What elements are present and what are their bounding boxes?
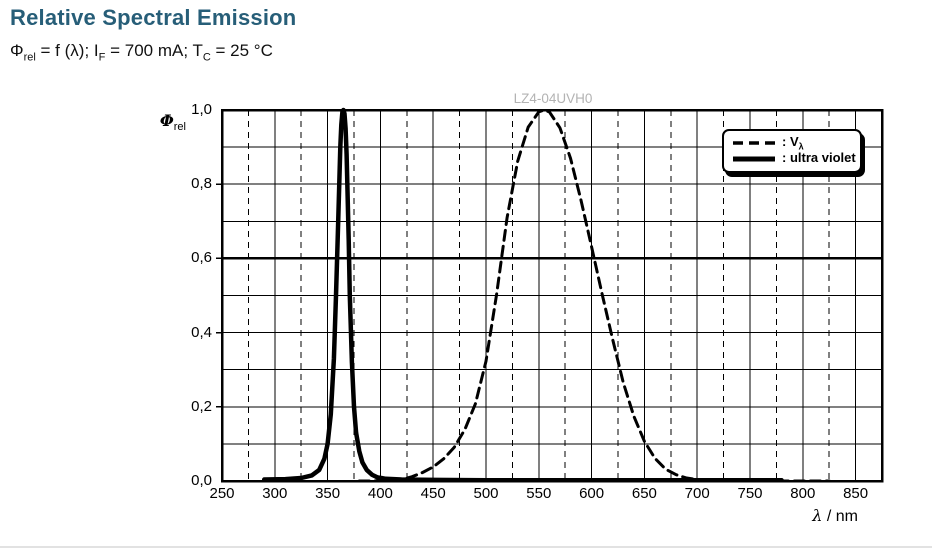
x-tick-label: 250 [209, 485, 235, 502]
dashed-line-sample [733, 141, 775, 145]
phi-subscript: rel [23, 51, 36, 64]
x-axis-unit: / nm [822, 508, 858, 525]
if-subscript: F [98, 51, 106, 64]
legend-label-v-lambda: : Vλ [782, 134, 804, 152]
page-title: Relative Spectral Emission [10, 5, 297, 30]
x-tick-label: 300 [262, 485, 288, 502]
y-tick-label: 0,4 [191, 323, 212, 341]
y-tick-label: 0,6 [191, 249, 212, 267]
x-axis-label: λ / nm [740, 506, 858, 526]
x-tick-label: 650 [631, 485, 657, 502]
legend-item-ultra-violet: : ultra violet [732, 150, 856, 168]
x-tick-label: 450 [420, 485, 446, 502]
x-tick-label: 800 [790, 485, 816, 502]
x-tick-label: 350 [315, 485, 341, 502]
x-tick-label: 500 [473, 485, 499, 502]
y-tick-label: 0,2 [191, 397, 212, 415]
phi-symbol: Φ [10, 41, 24, 60]
x-tick-label: 400 [367, 485, 393, 502]
page-divider [0, 546, 932, 548]
y-axis-label: Φrel [140, 111, 186, 133]
legend-label-ultra-violet: : ultra violet [782, 150, 856, 168]
x-tick-label: 700 [684, 485, 710, 502]
lambda-symbol: λ [812, 506, 823, 525]
tc-subscript: C [202, 51, 211, 64]
ultra-violet-curve [261, 107, 784, 483]
x-tick-label: 750 [737, 485, 763, 502]
subtitle-segment: = f (λ); I [35, 41, 99, 60]
y-tick-label: 0,0 [191, 472, 212, 489]
x-tick-label: 600 [579, 485, 605, 502]
legend-item-v-lambda: : Vλ [732, 134, 854, 152]
subtitle-segment: = 25 °C [210, 41, 273, 60]
y-axis-subscript: rel [173, 121, 186, 134]
legend-box: : Vλ : ultra violet [722, 129, 862, 173]
solid-line-sample [733, 156, 775, 162]
x-tick-label: 550 [526, 485, 552, 502]
conditions-subtitle: Φrel = f (λ); IF = 700 mA; TC = 25 °C [10, 41, 273, 63]
V-lambda-curve [357, 108, 831, 483]
subtitle-segment: = 700 mA; T [105, 41, 203, 60]
legend-subscript: λ [798, 141, 804, 152]
y-tick-label: 0,8 [191, 175, 212, 193]
phi-symbol: Φ [159, 111, 174, 130]
y-tick-label: 1,0 [191, 101, 212, 118]
legend-text: : ultra violet [782, 150, 856, 166]
part-number-watermark: LZ4-04UVH0 [513, 91, 593, 106]
x-tick-label: 850 [843, 485, 869, 502]
legend-text: : V [782, 134, 799, 150]
